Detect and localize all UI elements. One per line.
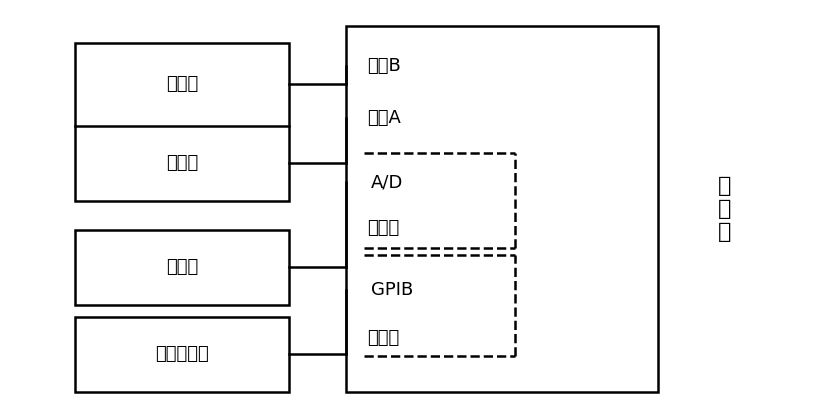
Text: 串口B: 串口B (367, 57, 400, 75)
Text: 检偏镜: 检偏镜 (166, 75, 199, 94)
Text: 锁相放大器: 锁相放大器 (155, 345, 209, 363)
Text: 测量镜: 测量镜 (166, 154, 199, 172)
Text: 采集卡: 采集卡 (367, 329, 399, 347)
Text: GPIB: GPIB (371, 281, 413, 299)
Text: 计
算
机: 计 算 机 (718, 176, 731, 242)
Bar (75, 230, 289, 304)
Bar (75, 43, 289, 201)
Text: A/D: A/D (371, 173, 403, 191)
Bar (75, 317, 289, 392)
Text: 串口A: 串口A (367, 109, 400, 127)
Text: 转换卡: 转换卡 (367, 219, 399, 237)
Text: 探测器: 探测器 (166, 258, 199, 276)
Bar (346, 26, 658, 392)
